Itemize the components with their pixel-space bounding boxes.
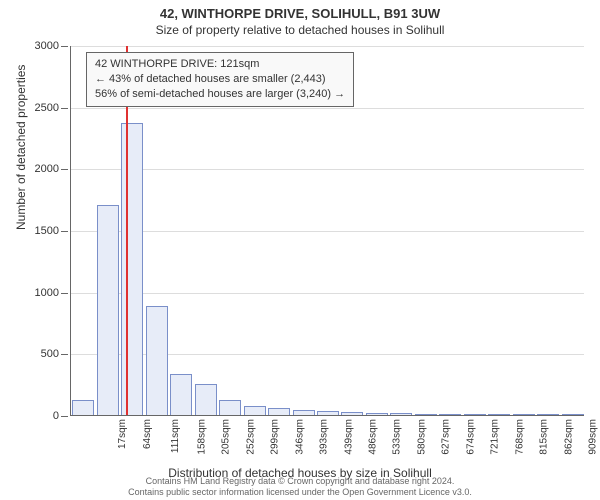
histogram-bar bbox=[537, 414, 559, 415]
y-tick bbox=[61, 354, 68, 355]
histogram-bar bbox=[562, 414, 584, 415]
info-box-line-2: ← 43% of detached houses are smaller (2,… bbox=[95, 72, 345, 87]
y-tick bbox=[61, 293, 68, 294]
histogram-bar bbox=[72, 400, 94, 415]
chart-info-box: 42 WINTHORPE DRIVE: 121sqm← 43% of detac… bbox=[86, 52, 354, 107]
x-tick-label: 533sqm bbox=[392, 419, 403, 455]
histogram-bar bbox=[97, 205, 119, 415]
info-box-line-1: 42 WINTHORPE DRIVE: 121sqm bbox=[95, 57, 345, 72]
y-tick-label: 3000 bbox=[35, 40, 59, 52]
x-tick-label: 721sqm bbox=[490, 419, 501, 455]
x-tick-label: 815sqm bbox=[539, 419, 550, 455]
info-box-line-3: 56% of semi-detached houses are larger (… bbox=[95, 87, 345, 102]
x-tick-label: 909sqm bbox=[588, 419, 599, 455]
histogram-bar bbox=[415, 414, 437, 415]
x-tick-label: 64sqm bbox=[142, 419, 153, 449]
chart-title-main: 42, WINTHORPE DRIVE, SOLIHULL, B91 3UW bbox=[8, 6, 592, 21]
x-tick-label: 205sqm bbox=[221, 419, 232, 455]
x-tick-label: 252sqm bbox=[245, 419, 256, 455]
y-tick bbox=[61, 169, 68, 170]
histogram-bar bbox=[244, 406, 266, 415]
x-tick-label: 439sqm bbox=[343, 419, 354, 455]
x-tick-label: 580sqm bbox=[417, 419, 428, 455]
gridline bbox=[71, 46, 584, 47]
histogram-bar bbox=[439, 414, 461, 415]
x-tick-label: 627sqm bbox=[441, 419, 452, 455]
gridline bbox=[71, 169, 584, 170]
y-tick bbox=[61, 416, 68, 417]
chart-title-sub: Size of property relative to detached ho… bbox=[8, 23, 592, 37]
x-tick-label: 158sqm bbox=[196, 419, 207, 455]
y-tick bbox=[61, 46, 68, 47]
histogram-bar bbox=[464, 414, 486, 415]
histogram-bar bbox=[366, 413, 388, 415]
histogram-bar bbox=[513, 414, 535, 415]
y-tick-label: 1500 bbox=[35, 225, 59, 237]
histogram-bar bbox=[219, 400, 241, 415]
y-tick-label: 1000 bbox=[35, 287, 59, 299]
y-axis-title: Number of detached properties bbox=[14, 65, 28, 230]
x-tick-label: 768sqm bbox=[514, 419, 525, 455]
chart-container: 42, WINTHORPE DRIVE, SOLIHULL, B91 3UW S… bbox=[0, 0, 600, 500]
histogram-bar bbox=[390, 413, 412, 415]
footer-line-2: Contains public sector information licen… bbox=[0, 487, 600, 498]
x-tick-label: 299sqm bbox=[270, 419, 281, 455]
histogram-bar bbox=[121, 123, 143, 415]
histogram-bar bbox=[268, 408, 290, 415]
y-tick-label: 500 bbox=[41, 348, 59, 360]
x-tick-label: 674sqm bbox=[465, 419, 476, 455]
x-tick-label: 346sqm bbox=[294, 419, 305, 455]
gridline bbox=[71, 293, 584, 294]
y-tick-label: 2500 bbox=[35, 102, 59, 114]
x-tick-label: 393sqm bbox=[319, 419, 330, 455]
histogram-bar bbox=[170, 374, 192, 415]
y-tick bbox=[61, 108, 68, 109]
histogram-bar bbox=[293, 410, 315, 415]
y-tick-label: 2000 bbox=[35, 163, 59, 175]
gridline bbox=[71, 108, 584, 109]
x-tick-label: 111sqm bbox=[170, 419, 181, 453]
histogram-bar bbox=[488, 414, 510, 415]
histogram-bar bbox=[341, 412, 363, 415]
x-tick-label: 17sqm bbox=[117, 419, 128, 449]
y-tick-label: 0 bbox=[53, 410, 59, 422]
x-tick-label: 486sqm bbox=[368, 419, 379, 455]
histogram-bar bbox=[146, 306, 168, 415]
footer-line-1: Contains HM Land Registry data © Crown c… bbox=[0, 476, 600, 487]
gridline bbox=[71, 231, 584, 232]
histogram-bar bbox=[195, 384, 217, 415]
histogram-bar bbox=[317, 411, 339, 415]
x-tick-label: 862sqm bbox=[563, 419, 574, 455]
footer-attribution: Contains HM Land Registry data © Crown c… bbox=[0, 476, 600, 498]
y-tick bbox=[61, 231, 68, 232]
